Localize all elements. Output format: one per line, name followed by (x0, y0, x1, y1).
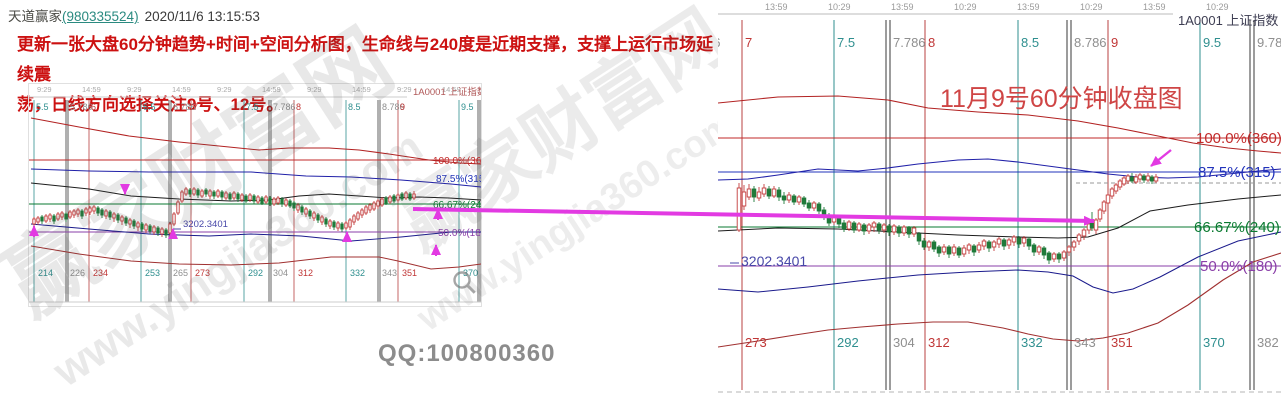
left-chart-canvas: 9:29 14:59 9:29 14:59 9:29 14:59 9:29 14:59 9:29… (29, 85, 481, 303)
svg-text:9: 9 (400, 102, 405, 112)
svg-text:10:29: 10:29 (954, 2, 977, 12)
svg-text:11月9号60分钟收盘图: 11月9号60分钟收盘图 (940, 85, 1183, 113)
svg-text:351: 351 (402, 268, 417, 278)
post-message-line2: 荡，日线方向选择关注9号、12号。 (17, 95, 284, 114)
svg-text:6.786: 6.786 (718, 35, 721, 50)
svg-text:87.5%(315): 87.5%(315) (436, 174, 481, 185)
svg-text:13:59: 13:59 (1017, 2, 1040, 12)
svg-text:273: 273 (195, 268, 210, 278)
post-message-line1: 更新一张大盘60分钟趋势+时间+空间分析图，生命线与240度是近期支撑，支撑上运… (17, 35, 714, 84)
svg-text:3202.3401: 3202.3401 (741, 253, 807, 269)
svg-text:8.786: 8.786 (382, 102, 405, 112)
svg-text:226: 226 (70, 268, 85, 278)
svg-text:13:59: 13:59 (765, 2, 788, 12)
svg-text:7.786: 7.786 (893, 35, 926, 50)
svg-text:87.5%(315): 87.5%(315) (1198, 164, 1276, 181)
svg-text:3202.3401: 3202.3401 (183, 219, 228, 230)
right-chart-labels: 13:59 10:29 13:59 10:29 13:59 10:29 13:59 10:29… (718, 2, 1281, 350)
svg-text:14:59: 14:59 (262, 85, 281, 94)
left-chart-ma-curves (30, 117, 481, 270)
svg-text:14:59: 14:59 (82, 85, 101, 94)
svg-text:234: 234 (93, 268, 108, 278)
svg-text:351: 351 (1111, 335, 1133, 350)
svg-text:14:59: 14:59 (352, 85, 371, 94)
author-uid-link[interactable]: (980335524) (62, 9, 139, 24)
right-chart: 13:59 10:29 13:59 10:29 13:59 10:29 13:59 10:29… (718, 0, 1281, 401)
svg-text:370: 370 (1203, 335, 1225, 350)
svg-text:14:59: 14:59 (442, 85, 461, 94)
svg-text:6.5: 6.5 (143, 102, 156, 112)
svg-text:8: 8 (928, 35, 935, 50)
svg-text:1A0001 上证指数: 1A0001 上证指数 (413, 86, 481, 98)
svg-text:1A0001 上证指数: 1A0001 上证指数 (1178, 13, 1278, 28)
qq-contact: QQ:100800360 (378, 340, 556, 367)
svg-text:332: 332 (350, 268, 365, 278)
svg-text:50.0%(180): 50.0%(180) (438, 228, 481, 239)
svg-text:66.67%(240): 66.67%(240) (433, 200, 481, 211)
svg-text:6.786: 6.786 (173, 102, 196, 112)
right-chart-ma-curves (718, 95, 1281, 348)
svg-text:7.5: 7.5 (837, 35, 855, 50)
svg-text:253: 253 (145, 268, 160, 278)
svg-text:9.5: 9.5 (461, 102, 474, 112)
svg-text:8.786: 8.786 (1074, 35, 1107, 50)
right-chart-candles (736, 173, 1159, 264)
svg-text:50.0%(180): 50.0%(180) (1200, 258, 1278, 275)
svg-text:304: 304 (893, 335, 915, 350)
svg-text:13:59: 13:59 (1143, 2, 1166, 12)
svg-text:9:29: 9:29 (397, 85, 412, 94)
svg-text:214: 214 (38, 268, 53, 278)
svg-text:304: 304 (273, 268, 288, 278)
right-chart-gridlines (718, 13, 1281, 393)
svg-text:9: 9 (1111, 35, 1118, 50)
left-chart-candles (32, 187, 416, 238)
svg-text:100.0%(360): 100.0%(360) (433, 156, 481, 167)
post-header: 天道赢家(980335524) 2020/11/6 13:15:53 (8, 5, 260, 25)
svg-text:5.786: 5.786 (70, 102, 93, 112)
svg-text:14:59: 14:59 (172, 85, 191, 94)
author-name: 天道赢家 (8, 9, 62, 24)
svg-text:370: 370 (463, 268, 478, 278)
svg-text:9:29: 9:29 (37, 85, 52, 94)
svg-text:9.5: 9.5 (1203, 35, 1221, 50)
svg-text:9:29: 9:29 (307, 85, 322, 94)
svg-text:5.5: 5.5 (36, 102, 49, 112)
svg-text:8.5: 8.5 (1021, 35, 1039, 50)
svg-text:343: 343 (1074, 335, 1096, 350)
post-datetime: 2020/11/6 13:15:53 (144, 9, 260, 24)
svg-text:312: 312 (928, 335, 950, 350)
post-message: 更新一张大盘60分钟趋势+时间+空间分析图，生命线与240度是近期支撑，支撑上运… (17, 30, 729, 120)
svg-text:265: 265 (173, 268, 188, 278)
svg-text:7.5: 7.5 (246, 102, 259, 112)
svg-text:13:59: 13:59 (891, 2, 914, 12)
svg-text:10:29: 10:29 (828, 2, 851, 12)
svg-text:10:29: 10:29 (1080, 2, 1103, 12)
svg-text:292: 292 (837, 335, 859, 350)
svg-text:10:29: 10:29 (1206, 2, 1229, 12)
right-chart-canvas: 13:59 10:29 13:59 10:29 13:59 10:29 13:59 10:29… (718, 2, 1281, 393)
svg-text:292: 292 (248, 268, 263, 278)
left-chart: 9:29 14:59 9:29 14:59 9:29 14:59 9:29 14:59 9:29… (28, 83, 482, 307)
svg-text:8.5: 8.5 (348, 102, 361, 112)
svg-text:9.78: 9.78 (1257, 35, 1281, 50)
svg-text:9:29: 9:29 (127, 85, 142, 94)
svg-text:7.786: 7.786 (273, 102, 296, 112)
svg-text:273: 273 (745, 335, 767, 350)
svg-text:66.67%(240): 66.67%(240) (1194, 219, 1280, 236)
svg-text:6: 6 (91, 102, 96, 112)
svg-text:7: 7 (745, 35, 752, 50)
svg-text:332: 332 (1021, 335, 1043, 350)
svg-text:312: 312 (298, 268, 313, 278)
svg-text:100.0%(360): 100.0%(360) (1196, 130, 1281, 147)
svg-text:343: 343 (382, 268, 397, 278)
svg-text:8: 8 (296, 102, 301, 112)
svg-text:7: 7 (193, 102, 198, 112)
left-chart-labels: 9:29 14:59 9:29 14:59 9:29 14:59 9:29 14:59 9:29… (36, 85, 481, 278)
svg-text:382: 382 (1257, 335, 1279, 350)
svg-text:9:29: 9:29 (217, 85, 232, 94)
